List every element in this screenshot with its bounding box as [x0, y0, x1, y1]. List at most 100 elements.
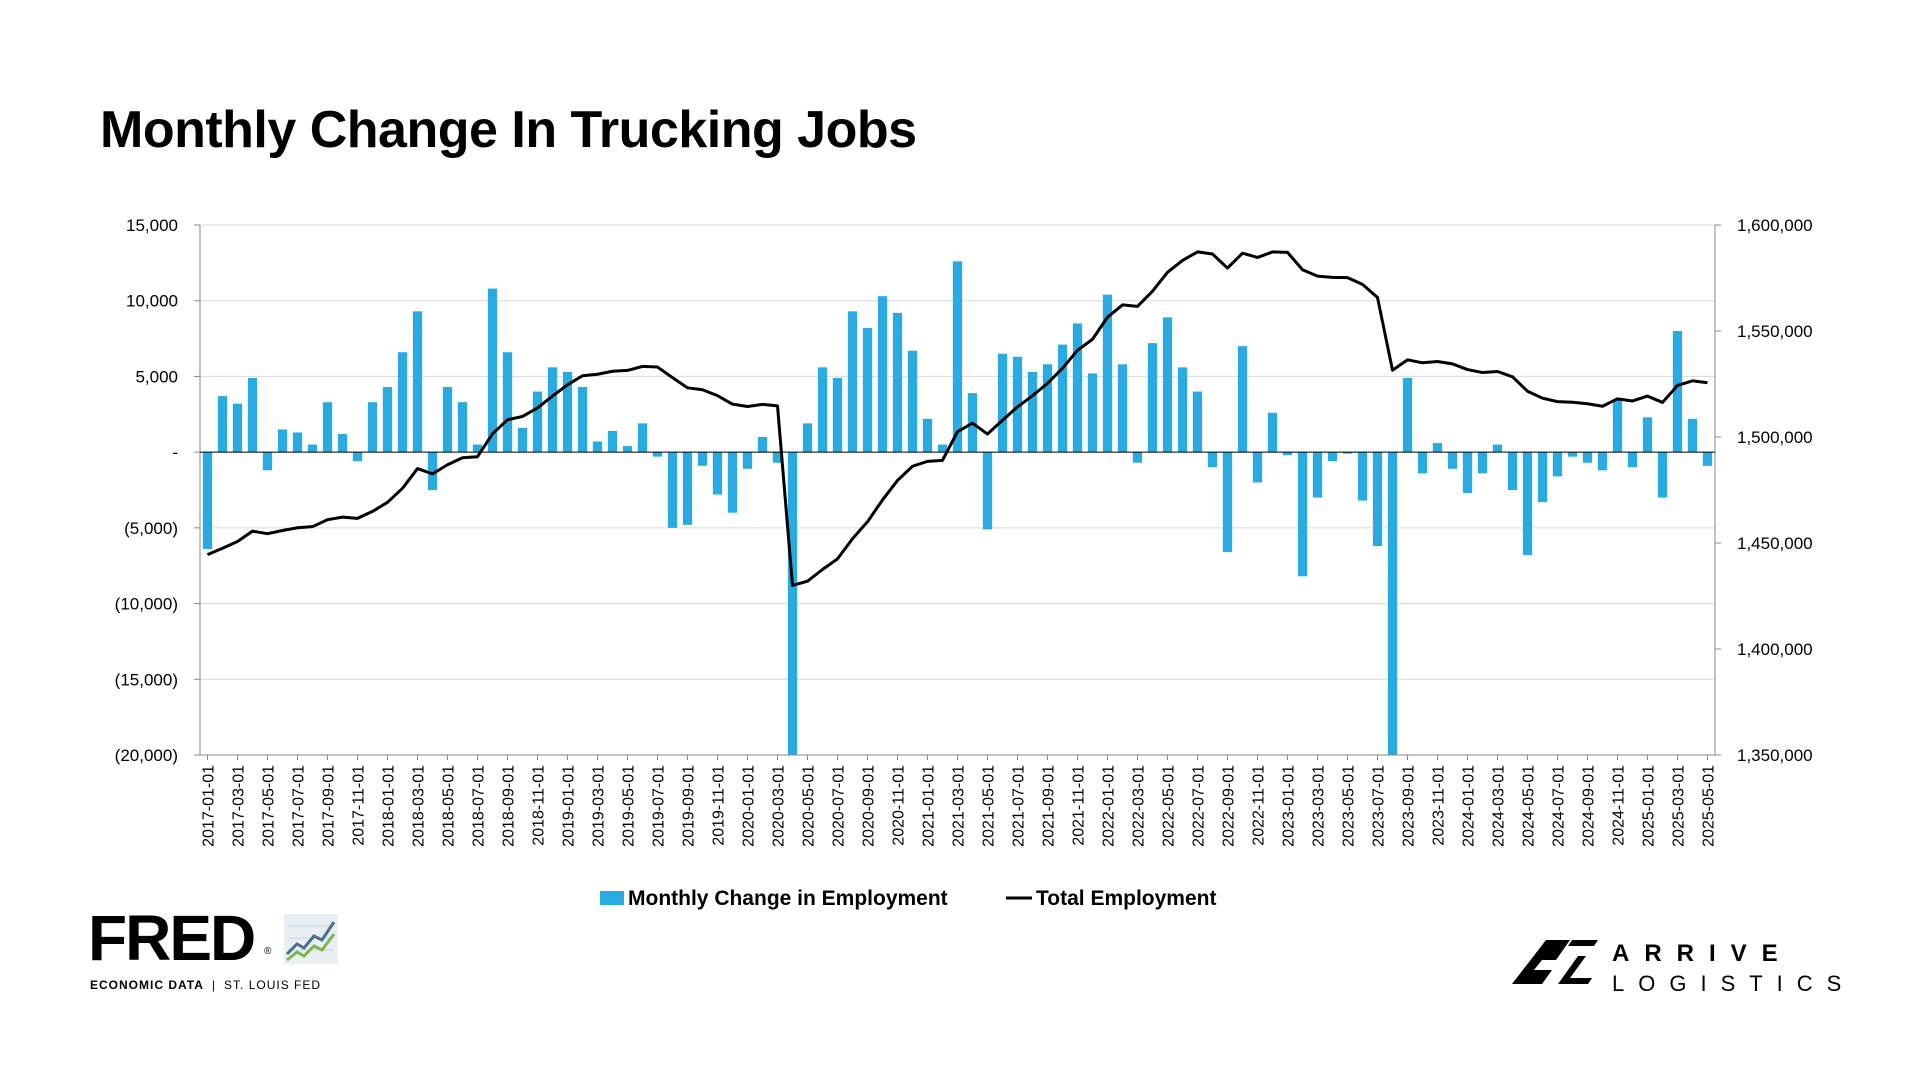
- x-axis-tick-label: 2023-11-01: [1431, 765, 1448, 846]
- bar: [307, 444, 318, 453]
- x-axis-tick-label: 2023-05-01: [1341, 765, 1358, 847]
- bar: [1402, 377, 1413, 453]
- left-axis-tick-label: (5,000): [124, 519, 178, 538]
- legend-bar-swatch: [600, 891, 624, 905]
- x-axis-tick-label: 2024-03-01: [1491, 765, 1508, 847]
- bar: [982, 452, 993, 530]
- x-axis-tick-label: 2021-01-01: [921, 765, 938, 847]
- fred-wordmark: FRED: [88, 902, 256, 974]
- bar: [1627, 452, 1638, 468]
- x-axis-tick-label: 2024-01-01: [1461, 765, 1478, 847]
- x-axis-tick-label: 2020-09-01: [861, 765, 878, 847]
- left-axis-tick-label: -: [172, 443, 178, 462]
- bar: [1432, 443, 1443, 453]
- bar: [997, 353, 1008, 453]
- right-axis-tick-label: 1,500,000: [1737, 428, 1813, 447]
- bar: [1552, 452, 1563, 477]
- x-axis-tick-label: 2019-01-01: [561, 765, 578, 847]
- bar: [397, 352, 408, 453]
- bar: [1582, 452, 1593, 463]
- bar: [757, 437, 768, 453]
- bar: [517, 427, 528, 453]
- bar: [937, 444, 948, 453]
- bar: [1702, 452, 1713, 466]
- x-axis-tick-label: 2023-01-01: [1281, 765, 1298, 847]
- bar: [1597, 452, 1608, 471]
- bar: [952, 261, 963, 453]
- bar: [772, 452, 783, 463]
- chart-line-icon: [284, 914, 338, 964]
- bar: [1042, 364, 1053, 453]
- bar: [1177, 367, 1188, 453]
- bar: [487, 288, 498, 453]
- bar: [442, 387, 453, 453]
- x-axis-tick-label: 2017-09-01: [321, 765, 338, 847]
- bar: [337, 433, 348, 453]
- fred-tagline-separator: |: [211, 978, 217, 992]
- x-axis-tick-label: 2024-05-01: [1521, 765, 1538, 847]
- bar: [577, 387, 588, 453]
- x-axis-tick-label: 2020-05-01: [801, 765, 818, 847]
- bar: [607, 430, 618, 453]
- bar: [1537, 452, 1548, 503]
- bar: [367, 402, 378, 453]
- bar: [1672, 331, 1683, 453]
- left-axis-tick-label: 10,000: [126, 292, 178, 311]
- bar: [1477, 452, 1488, 474]
- bar: [1267, 412, 1278, 453]
- bar: [457, 402, 468, 453]
- x-axis-tick-label: 2024-07-01: [1551, 765, 1568, 847]
- x-axis-tick-label: 2022-07-01: [1191, 765, 1208, 847]
- fred-registered-mark: ®: [264, 946, 272, 957]
- bar: [1012, 356, 1023, 453]
- page-title: Monthly Change In Trucking Jobs: [100, 101, 917, 159]
- x-axis-tick-label: 2017-05-01: [261, 765, 278, 847]
- bar: [1102, 294, 1113, 453]
- bar: [322, 402, 333, 453]
- right-axis-tick-label: 1,400,000: [1737, 640, 1813, 659]
- x-axis-tick-label: 2021-09-01: [1041, 765, 1058, 847]
- x-axis-tick-label: 2022-03-01: [1131, 765, 1148, 847]
- bar: [217, 396, 228, 453]
- bar: [862, 327, 873, 453]
- right-axis-tick-label: 1,600,000: [1737, 216, 1813, 235]
- right-axis-tick-label: 1,350,000: [1737, 746, 1813, 765]
- x-axis-tick-label: 2018-01-01: [381, 765, 398, 847]
- bar: [877, 296, 888, 453]
- bar: [1417, 452, 1428, 474]
- bar: [1342, 452, 1353, 454]
- arrive-a-mark-icon: [1512, 940, 1598, 984]
- bar: [277, 429, 288, 453]
- x-axis-tick-label: 2023-03-01: [1311, 765, 1328, 847]
- bar: [1507, 452, 1518, 490]
- bar: [832, 377, 843, 453]
- bar: [787, 452, 798, 755]
- bar: [1447, 452, 1458, 469]
- bar: [502, 352, 513, 453]
- x-axis-tick-label: 2019-03-01: [591, 765, 608, 847]
- legend-label: Total Employment: [1036, 887, 1216, 910]
- bar: [847, 311, 858, 453]
- left-axis-tick-label: (15,000): [115, 670, 178, 689]
- bar: [1057, 344, 1068, 453]
- bar: [1612, 399, 1623, 453]
- x-axis-tick-label: 2022-09-01: [1221, 765, 1238, 847]
- bar: [1327, 452, 1338, 462]
- bar: [1117, 364, 1128, 453]
- left-axis-tick-label: 5,000: [135, 367, 178, 386]
- x-axis-tick-label: 2019-09-01: [681, 765, 698, 847]
- bar: [1297, 452, 1308, 577]
- bar: [1372, 452, 1383, 547]
- fred-tagline-left: ECONOMIC DATA: [90, 978, 204, 992]
- bar: [1567, 452, 1578, 457]
- x-axis-tick-label: 2017-07-01: [291, 765, 308, 847]
- bar: [1252, 452, 1263, 483]
- axes: [194, 224, 1721, 760]
- bar: [727, 452, 738, 513]
- x-axis-tick-label: 2018-05-01: [441, 765, 458, 847]
- bar: [742, 452, 753, 469]
- x-axis-tick-label: 2019-05-01: [621, 765, 638, 847]
- bar: [1282, 452, 1293, 456]
- bar: [712, 452, 723, 495]
